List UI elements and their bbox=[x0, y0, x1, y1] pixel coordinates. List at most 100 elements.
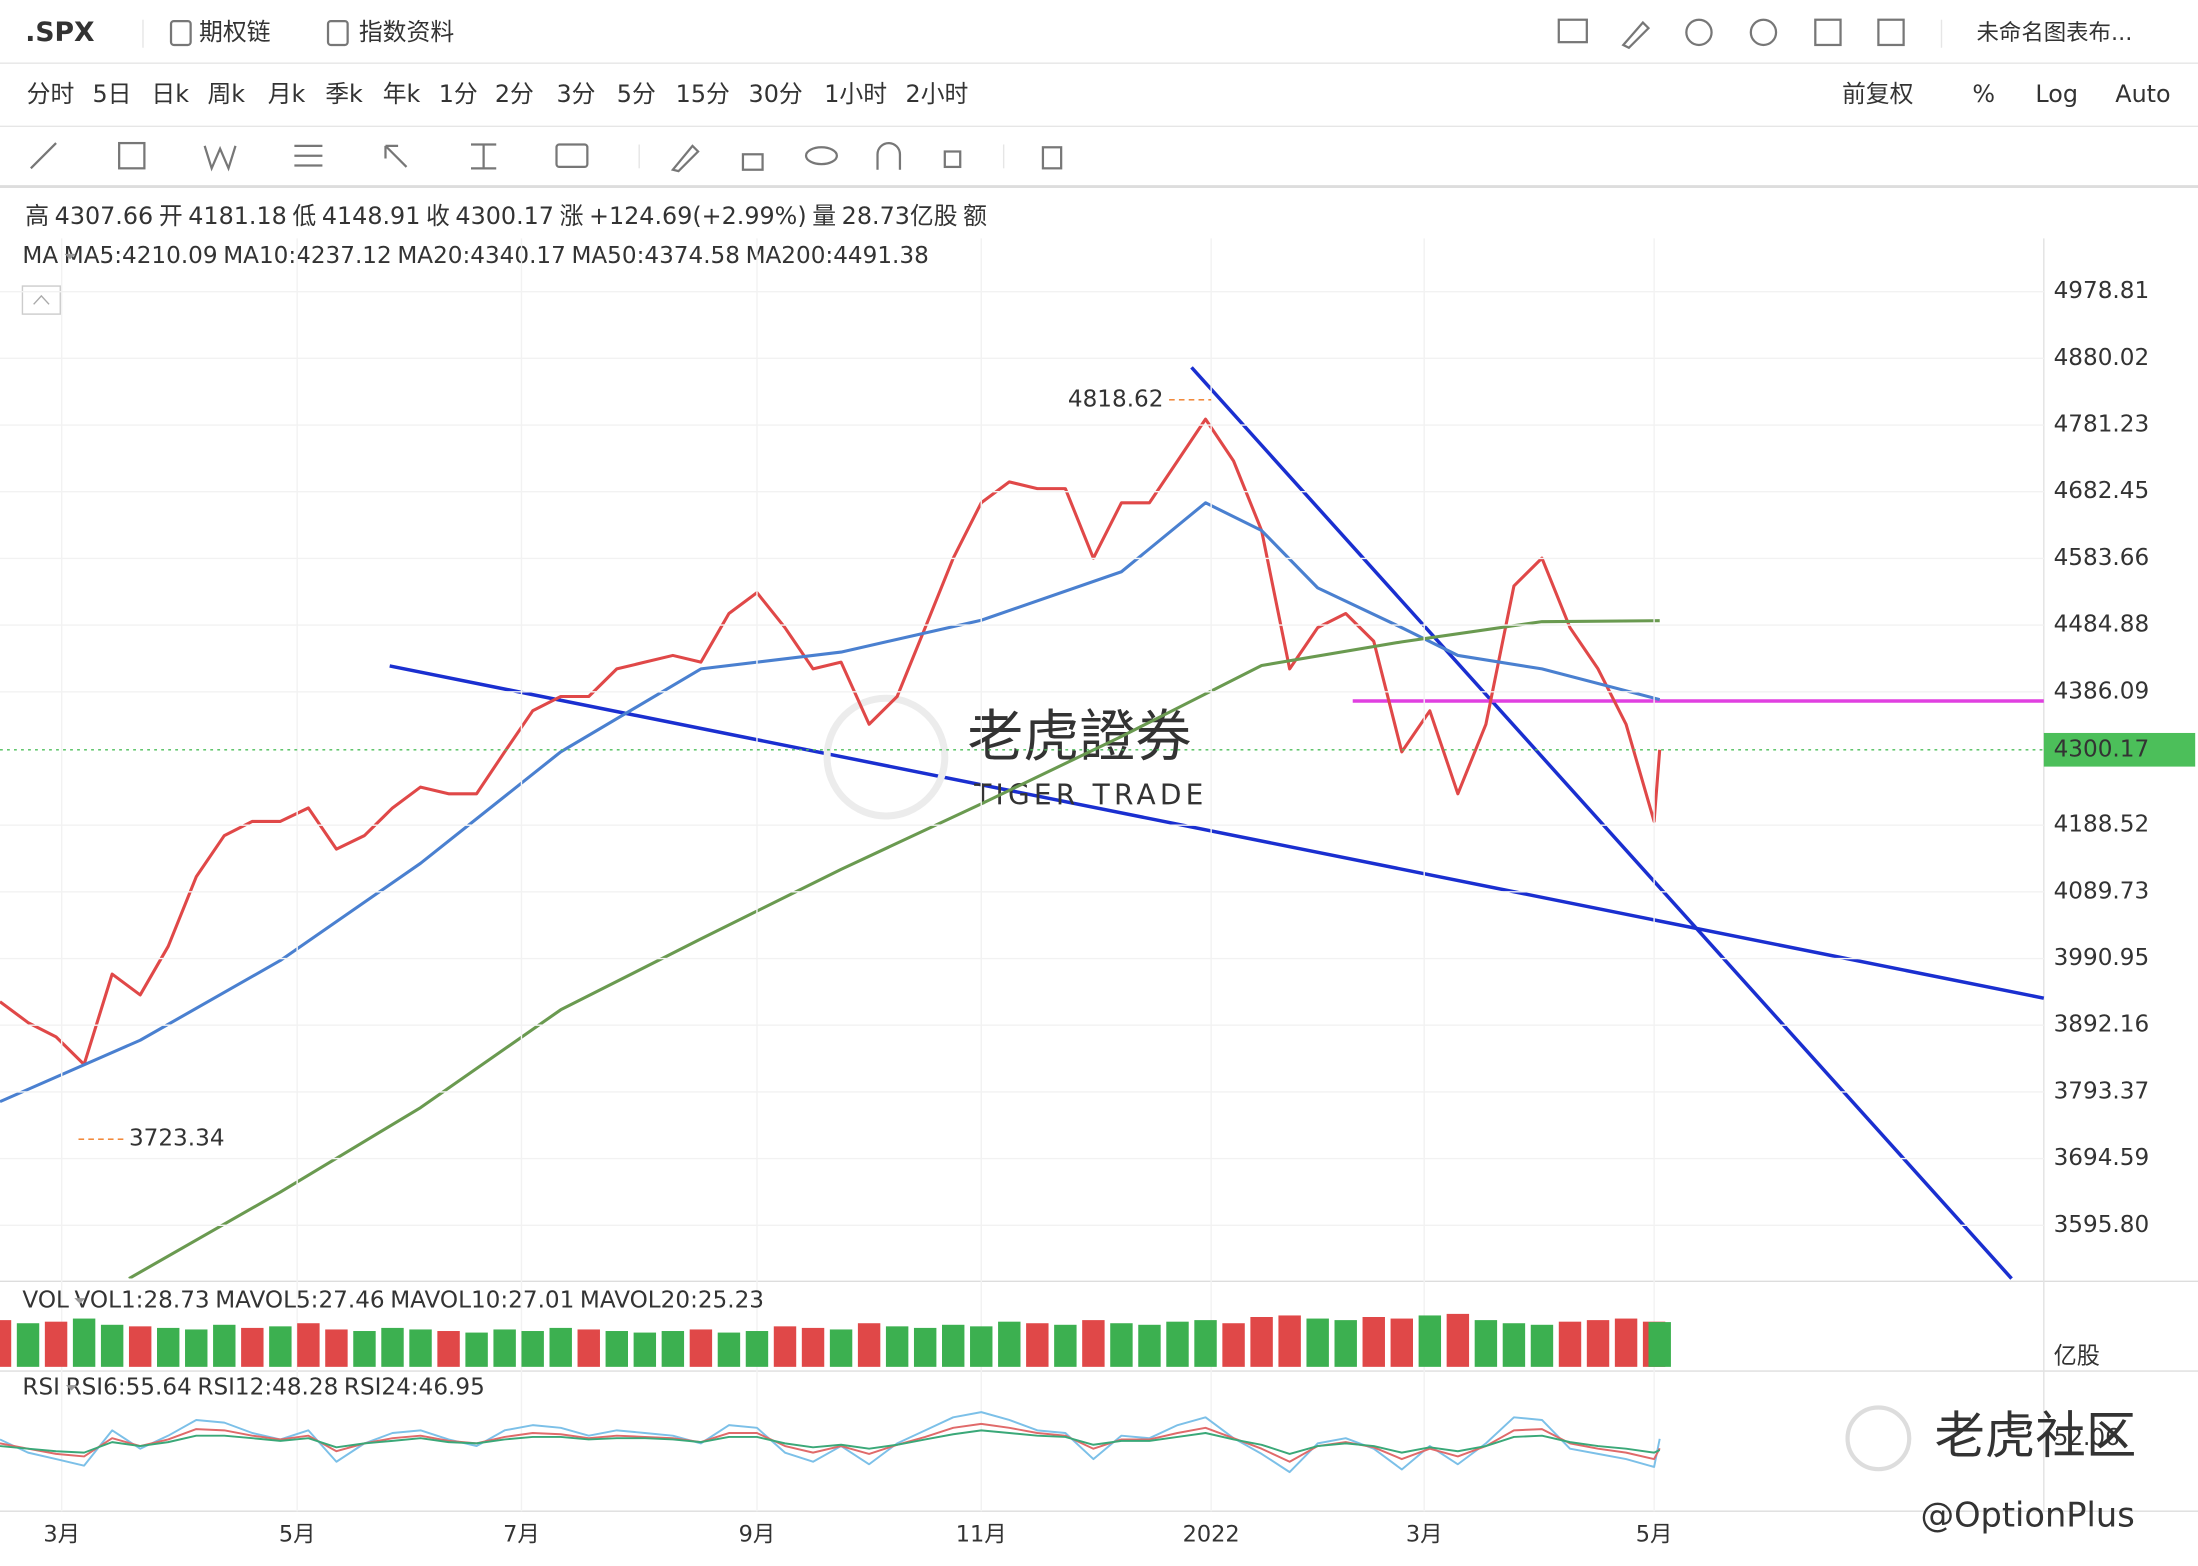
quote-value: 4148.91 bbox=[322, 202, 421, 230]
tool-icon[interactable] bbox=[384, 144, 408, 168]
symbol[interactable]: .SPX bbox=[25, 17, 94, 48]
period-tab[interactable]: 5分 bbox=[617, 80, 656, 108]
volume-bar bbox=[689, 1329, 713, 1367]
volume-bar bbox=[100, 1324, 124, 1367]
tool-icon[interactable] bbox=[1041, 146, 1063, 170]
watermark: TIGER TRADE bbox=[973, 778, 1207, 811]
quote-value: 4307.66 bbox=[55, 202, 154, 230]
volume-bar bbox=[269, 1326, 292, 1367]
layout-name[interactable]: 未命名图表布... bbox=[1977, 20, 2133, 46]
legend-caret bbox=[64, 253, 76, 260]
index-info-link[interactable]: 指数资料 bbox=[359, 18, 454, 46]
volume-bar bbox=[1530, 1324, 1554, 1367]
volume-bar bbox=[549, 1327, 572, 1367]
x-tick-label: 5月 bbox=[1636, 1522, 1673, 1548]
period-tab[interactable]: 3分 bbox=[557, 80, 596, 108]
collapse-button[interactable] bbox=[21, 285, 61, 315]
tool-icon[interactable] bbox=[670, 144, 700, 173]
option-chain-link[interactable]: 期权链 bbox=[199, 18, 271, 46]
period-tab[interactable]: 日k bbox=[151, 80, 189, 108]
volume-bar bbox=[829, 1329, 853, 1367]
tool-icon[interactable] bbox=[804, 146, 838, 166]
tool-icon[interactable] bbox=[470, 143, 497, 170]
chart-control[interactable]: % bbox=[1972, 80, 1995, 108]
tool-icon[interactable] bbox=[1749, 18, 1778, 47]
period-tab[interactable]: 分时 bbox=[27, 80, 75, 108]
tool-icon[interactable] bbox=[1685, 18, 1713, 47]
series-line bbox=[0, 1411, 1661, 1474]
tool-icon[interactable] bbox=[30, 142, 57, 170]
legend-caret bbox=[65, 1385, 78, 1391]
x-tick-label: 2022 bbox=[1183, 1522, 1240, 1548]
legend-entry: MA10:4237.12 bbox=[223, 243, 392, 269]
period-tab[interactable]: 30分 bbox=[749, 80, 803, 108]
volume-bar bbox=[1278, 1315, 1301, 1367]
tool-icon[interactable] bbox=[741, 153, 764, 171]
tool-icon[interactable] bbox=[1814, 18, 1842, 47]
collapse-arrow bbox=[33, 294, 50, 305]
period-tab[interactable]: 季k bbox=[325, 80, 363, 108]
volume-bar bbox=[1138, 1324, 1161, 1367]
legend-entry: RSI6:55.64 bbox=[66, 1374, 192, 1400]
series-line bbox=[128, 619, 1660, 1279]
period-tab[interactable]: 周k bbox=[207, 80, 245, 108]
volume-bar bbox=[1418, 1315, 1442, 1367]
volume-bar bbox=[381, 1327, 404, 1367]
volume-bar bbox=[157, 1327, 180, 1367]
volume-bar bbox=[1110, 1323, 1133, 1367]
last-price-box bbox=[2043, 732, 2196, 767]
legend-entry: MAVOL20:25.23 bbox=[580, 1287, 764, 1313]
y-tick-label: 4089.73 bbox=[2054, 878, 2150, 904]
pane bbox=[0, 1313, 1671, 1367]
pane bbox=[0, 1411, 1661, 1474]
tool-icon[interactable] bbox=[943, 150, 962, 169]
period-tab[interactable]: 5日 bbox=[93, 80, 132, 108]
quote-label: 低 bbox=[292, 202, 316, 230]
legend-entry: MA5:4210.09 bbox=[64, 243, 218, 269]
period-tab[interactable]: 1分 bbox=[439, 80, 478, 108]
volume-bar bbox=[241, 1327, 264, 1367]
watermark-logo bbox=[823, 694, 949, 820]
volume-bar bbox=[213, 1324, 236, 1367]
volume-bar bbox=[1026, 1323, 1049, 1367]
period-tab[interactable]: 2分 bbox=[495, 80, 534, 108]
legend-entry: MAVOL10:27.01 bbox=[390, 1287, 574, 1313]
volume-bar bbox=[1306, 1318, 1329, 1367]
tool-icon[interactable] bbox=[294, 144, 323, 167]
quote-label: 涨 bbox=[560, 202, 584, 230]
tool-icon[interactable] bbox=[118, 141, 146, 170]
tool-icon[interactable] bbox=[1557, 18, 1588, 44]
volume-bar bbox=[998, 1321, 1021, 1367]
volume-bar bbox=[773, 1326, 797, 1367]
chart-control[interactable]: Auto bbox=[2115, 80, 2170, 108]
tool-icon[interactable] bbox=[203, 145, 237, 172]
tool-icon[interactable] bbox=[555, 143, 589, 169]
quote-value: 4181.18 bbox=[188, 202, 287, 230]
rsi-axis-label: 52.06 bbox=[2054, 1425, 2120, 1451]
period-tab[interactable]: 年k bbox=[383, 80, 421, 108]
quote-label: 额 bbox=[963, 202, 987, 230]
y-tick-label: 4781.23 bbox=[2054, 412, 2150, 438]
watermark-logo bbox=[1845, 1405, 1912, 1472]
volume-bar bbox=[353, 1331, 376, 1367]
tool-icon[interactable] bbox=[1621, 20, 1651, 50]
volume-bar bbox=[325, 1329, 348, 1367]
period-tab[interactable]: 月k bbox=[268, 80, 306, 108]
period-tab[interactable]: 1小时 bbox=[824, 80, 887, 108]
period-tab[interactable]: 2小时 bbox=[906, 80, 969, 108]
period-tab[interactable]: 15分 bbox=[676, 80, 730, 108]
chart-control[interactable]: 前复权 bbox=[1842, 80, 1914, 108]
x-tick-label: 7月 bbox=[503, 1522, 540, 1548]
x-tick-label: 9月 bbox=[739, 1522, 776, 1548]
last-price-label: 4300.17 bbox=[2054, 736, 2150, 762]
watermark: @OptionPlus bbox=[1920, 1495, 2134, 1534]
legend-label: VOL bbox=[22, 1287, 69, 1313]
chart-control[interactable]: Log bbox=[2035, 80, 2078, 108]
trend-line[interactable] bbox=[1190, 366, 2013, 1280]
tool-icon[interactable] bbox=[876, 142, 902, 170]
trend-line[interactable] bbox=[389, 664, 2045, 1000]
x-tick-label: 3月 bbox=[1406, 1522, 1443, 1548]
tool-icon[interactable] bbox=[1877, 18, 1905, 47]
high-label: 4818.62 bbox=[1068, 386, 1164, 412]
volume-bar bbox=[1250, 1317, 1273, 1367]
